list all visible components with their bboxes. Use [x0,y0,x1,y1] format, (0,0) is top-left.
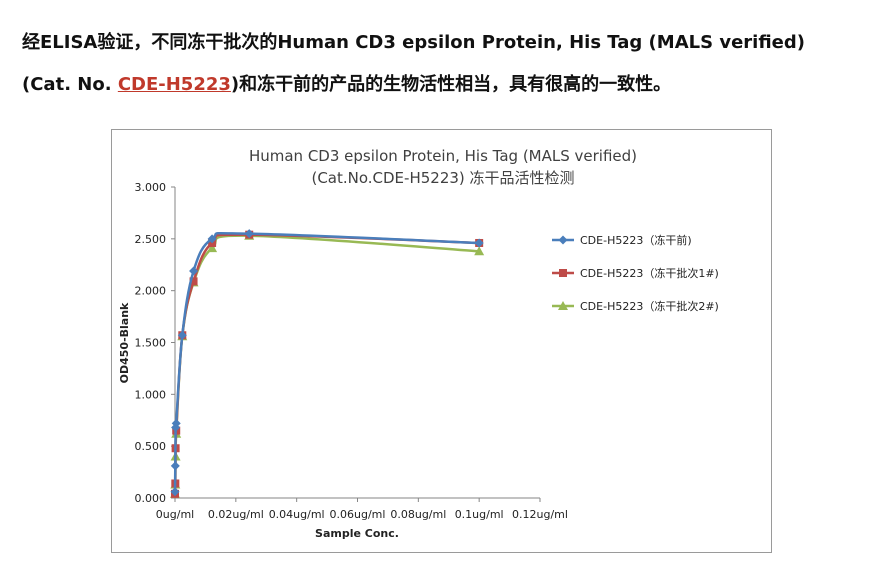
x-axis-label: Sample Conc. [315,527,399,540]
heading-line-2: (Cat. No. CDE-H5223)和冻干前的产品的生物活性相当，具有很高的… [22,64,862,106]
data-point [244,229,254,239]
series-line [173,234,480,494]
data-point [177,330,187,340]
data-point [207,243,218,253]
x-tick-label: 0.02ug/ml [208,508,264,521]
y-tick-label: 1.500 [135,337,167,350]
x-tick-label: 0.08ug/ml [390,508,446,521]
chart-frame [111,129,772,553]
heading-line-2-prefix: (Cat. No. [22,74,118,95]
y-tick-label: 2.000 [135,285,167,298]
y-axis-label: OD450-Blank [118,302,131,383]
data-point [170,461,180,471]
x-tick-label: 0.04ug/ml [269,508,325,521]
legend-marker [559,269,567,277]
chart-title: Human CD3 epsilon Protein, His Tag (MALS… [249,147,637,165]
data-point [170,487,180,497]
catalog-link[interactable]: CDE-H5223 [117,74,231,95]
series-line [173,233,480,494]
data-point [171,418,181,428]
data-point [189,277,198,286]
y-tick-label: 1.000 [135,388,167,401]
y-tick-label: 2.500 [135,233,167,246]
x-tick-label: 0ug/ml [156,508,194,521]
heading-line-2-suffix: )和冻干前的产品的生物活性相当，具有很高的一致性。 [230,74,672,95]
description-heading: 经ELISA验证，不同冻干批次的Human CD3 epsilon Protei… [22,22,862,106]
data-point [474,246,485,256]
legend-label: CDE-H5223（冻干批次2#) [580,299,719,313]
x-tick-label: 0.12ug/ml [512,508,568,521]
y-tick-label: 0.000 [135,492,167,505]
chart-subtitle: (Cat.No.CDE-H5223) 冻干品活性检测 [311,169,574,187]
y-tick-label: 3.000 [135,181,167,194]
data-point [474,238,484,248]
data-point [207,234,217,244]
y-tick-label: 0.500 [135,440,167,453]
legend-label: CDE-H5223（冻干批次1#) [580,266,719,280]
legend-marker [558,235,568,245]
series-line [173,231,480,492]
legend-marker [558,301,568,310]
x-tick-label: 0.1ug/ml [455,508,504,521]
data-point [189,266,199,276]
legend-label: CDE-H5223（冻干前) [580,233,692,247]
x-tick-label: 0.06ug/ml [330,508,386,521]
heading-line-1: 经ELISA验证，不同冻干批次的Human CD3 epsilon Protei… [22,32,805,53]
